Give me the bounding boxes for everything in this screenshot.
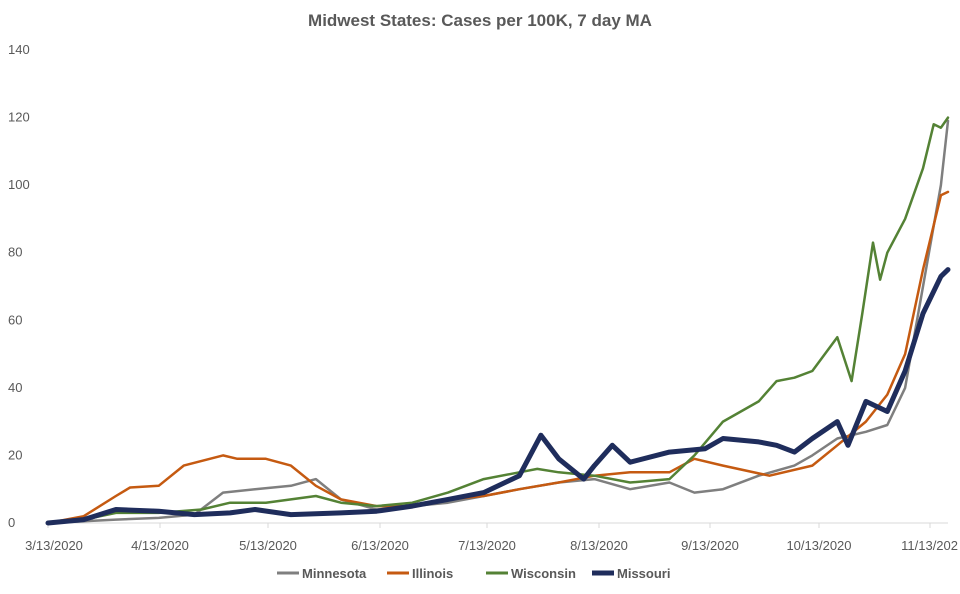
series-group: [45, 116, 951, 526]
y-tick-label: 140: [8, 42, 30, 57]
y-tick-label: 100: [8, 177, 30, 192]
y-tick-label: 80: [8, 245, 22, 260]
x-tick-label: 4/13/2020: [131, 538, 189, 553]
x-tick-label: 6/13/2020: [351, 538, 409, 553]
legend-label: Wisconsin: [511, 566, 576, 581]
series-line-wisconsin: [46, 116, 950, 525]
x-tick-label: 5/13/2020: [239, 538, 297, 553]
x-tick-label: 3/13/2020: [25, 538, 83, 553]
x-tick-label: 9/13/2020: [681, 538, 739, 553]
x-tick-label: 10/13/2020: [786, 538, 851, 553]
y-tick-label: 120: [8, 110, 30, 125]
x-tick-label: 8/13/2020: [570, 538, 628, 553]
series-line-missouri: [45, 267, 951, 526]
x-tick-label: 11/13/202: [901, 538, 958, 553]
x-tick-label: 7/13/2020: [458, 538, 516, 553]
chart-title: Midwest States: Cases per 100K, 7 day MA: [308, 11, 652, 30]
series-line-minnesota: [46, 119, 950, 525]
legend-label: Minnesota: [302, 566, 367, 581]
y-tick-label: 60: [8, 312, 22, 327]
x-axis: 3/13/2020 4/13/2020 5/13/2020 6/13/2020 7/13…: [25, 523, 958, 553]
y-tick-label: 20: [8, 447, 22, 462]
legend-label: Illinois: [412, 566, 453, 581]
series-line-illinois: [46, 190, 950, 525]
legend: Minnesota Illinois Wisconsin Missouri: [277, 566, 670, 581]
y-tick-label: 40: [8, 380, 22, 395]
y-tick-label: 0: [8, 515, 15, 530]
y-axis: 0 20 40 60 80 100 120 140: [8, 42, 30, 530]
legend-label: Missouri: [617, 566, 670, 581]
